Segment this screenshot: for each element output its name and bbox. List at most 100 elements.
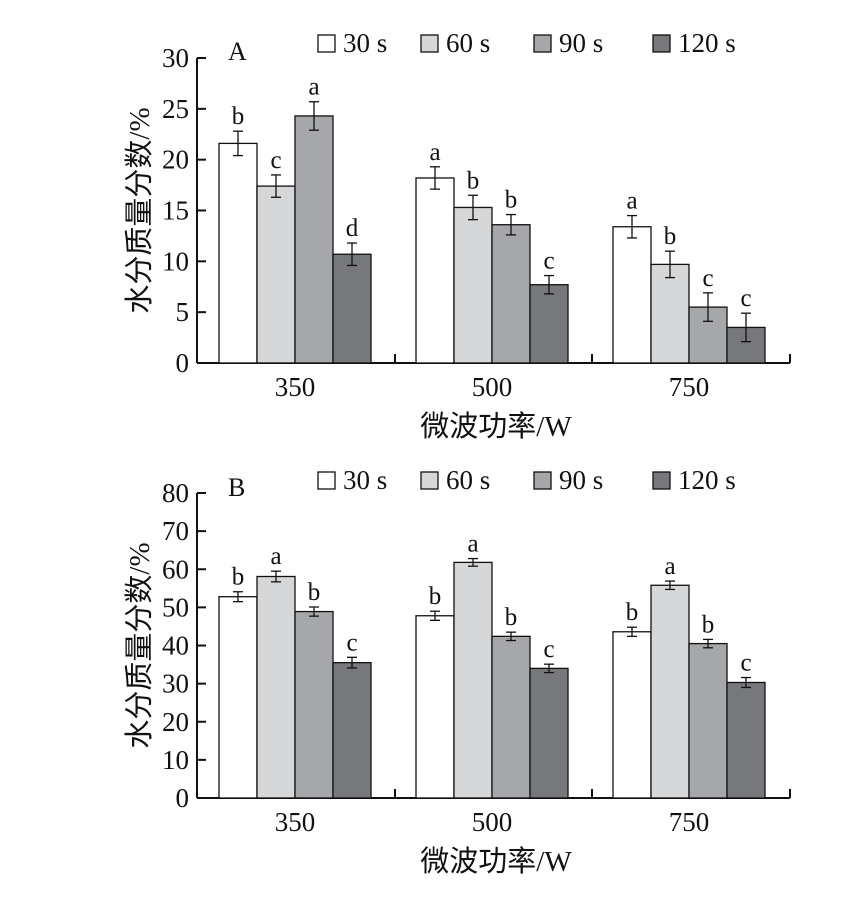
legend-swatch (317, 34, 336, 53)
error-bar (506, 213, 516, 236)
error-bar (627, 626, 637, 637)
y-tick-label: 0 (176, 783, 190, 813)
y-tick-label: 10 (162, 745, 189, 775)
error-bar (309, 606, 319, 617)
error-bar (506, 631, 516, 642)
bar (726, 681, 766, 799)
error-bar (430, 610, 440, 621)
significance-letter: a (467, 531, 478, 558)
error-bar (309, 101, 319, 131)
error-bar (741, 312, 751, 343)
error-bar (703, 292, 713, 322)
significance-letter: a (626, 188, 637, 215)
error-bar (347, 242, 357, 267)
error-bar (544, 274, 554, 295)
bar (529, 667, 569, 799)
x-tick-label: 750 (669, 372, 710, 402)
significance-letter: c (740, 285, 751, 312)
error-bar (703, 638, 713, 649)
significance-letter: a (429, 139, 440, 166)
y-tick-label: 20 (162, 707, 189, 737)
bar (294, 115, 334, 364)
error-bar (627, 214, 637, 239)
error-bar (544, 663, 554, 674)
error-bar (271, 174, 281, 198)
y-axis-title: 水分质量分数/% (123, 107, 156, 313)
y-tick-label: 10 (162, 246, 189, 276)
legend-swatch (533, 471, 552, 490)
y-tick-label: 5 (176, 297, 190, 327)
y-axis-title: 水分质量分数/% (123, 542, 156, 748)
legend-swatch (533, 34, 552, 53)
y-tick-label: 30 (162, 669, 189, 699)
significance-letter: a (664, 553, 675, 580)
error-bar (271, 570, 281, 583)
panel-label: B (228, 473, 245, 502)
panel-label: A (228, 37, 247, 66)
significance-letter: c (346, 629, 357, 656)
legend-entry: 120 s (678, 28, 736, 58)
significance-letter: b (505, 604, 518, 631)
bar (491, 224, 531, 364)
bar (491, 635, 531, 799)
x-tick-label: 500 (472, 372, 513, 402)
y-tick-label: 70 (162, 516, 189, 546)
legend-swatch (420, 471, 439, 490)
bar (256, 575, 296, 799)
bar (218, 596, 258, 799)
error-bar (665, 580, 675, 591)
y-tick-label: 30 (162, 43, 189, 73)
y-tick-label: 50 (162, 592, 189, 622)
y-tick-label: 15 (162, 196, 189, 226)
bar (415, 177, 455, 364)
significance-letter: b (664, 223, 677, 250)
x-tick-label: 350 (275, 372, 316, 402)
significance-letter: b (702, 611, 715, 638)
y-tick-label: 40 (162, 631, 189, 661)
significance-letter: c (543, 248, 554, 275)
y-tick-label: 0 (176, 348, 190, 378)
x-axis-title: 微波功率/W (420, 410, 572, 443)
error-bar (233, 130, 243, 157)
x-tick-label: 750 (669, 807, 710, 837)
bar (453, 206, 493, 364)
significance-letter: b (308, 579, 321, 606)
legend-entry: 60 s (446, 465, 490, 495)
significance-letter: b (505, 187, 518, 214)
bar (529, 284, 569, 364)
x-tick-label: 500 (472, 807, 513, 837)
error-bar (347, 656, 357, 669)
bar (218, 142, 258, 364)
bar (256, 185, 296, 364)
legend-entry: 30 s (343, 28, 387, 58)
error-bar (741, 676, 751, 689)
bar (294, 610, 334, 799)
significance-letter: d (346, 215, 359, 242)
legend-swatch (317, 471, 336, 490)
error-bar (468, 194, 478, 221)
bar (332, 662, 372, 799)
significance-letter: c (702, 265, 713, 292)
bar (650, 263, 690, 364)
y-tick-label: 25 (162, 94, 189, 124)
legend-entry: 90 s (559, 465, 603, 495)
significance-letter: b (232, 564, 245, 591)
y-tick-label: 20 (162, 145, 189, 175)
bar (650, 584, 690, 799)
error-bar (233, 591, 243, 603)
bar (332, 253, 372, 364)
significance-letter: c (543, 636, 554, 663)
y-tick-label: 80 (162, 478, 189, 508)
legend-swatch (652, 34, 671, 53)
significance-letter: c (740, 650, 751, 677)
bar (612, 226, 652, 364)
legend-entry: 90 s (559, 28, 603, 58)
error-bar (665, 250, 675, 279)
bar (453, 561, 493, 799)
bar (612, 631, 652, 799)
error-bar (430, 166, 440, 190)
